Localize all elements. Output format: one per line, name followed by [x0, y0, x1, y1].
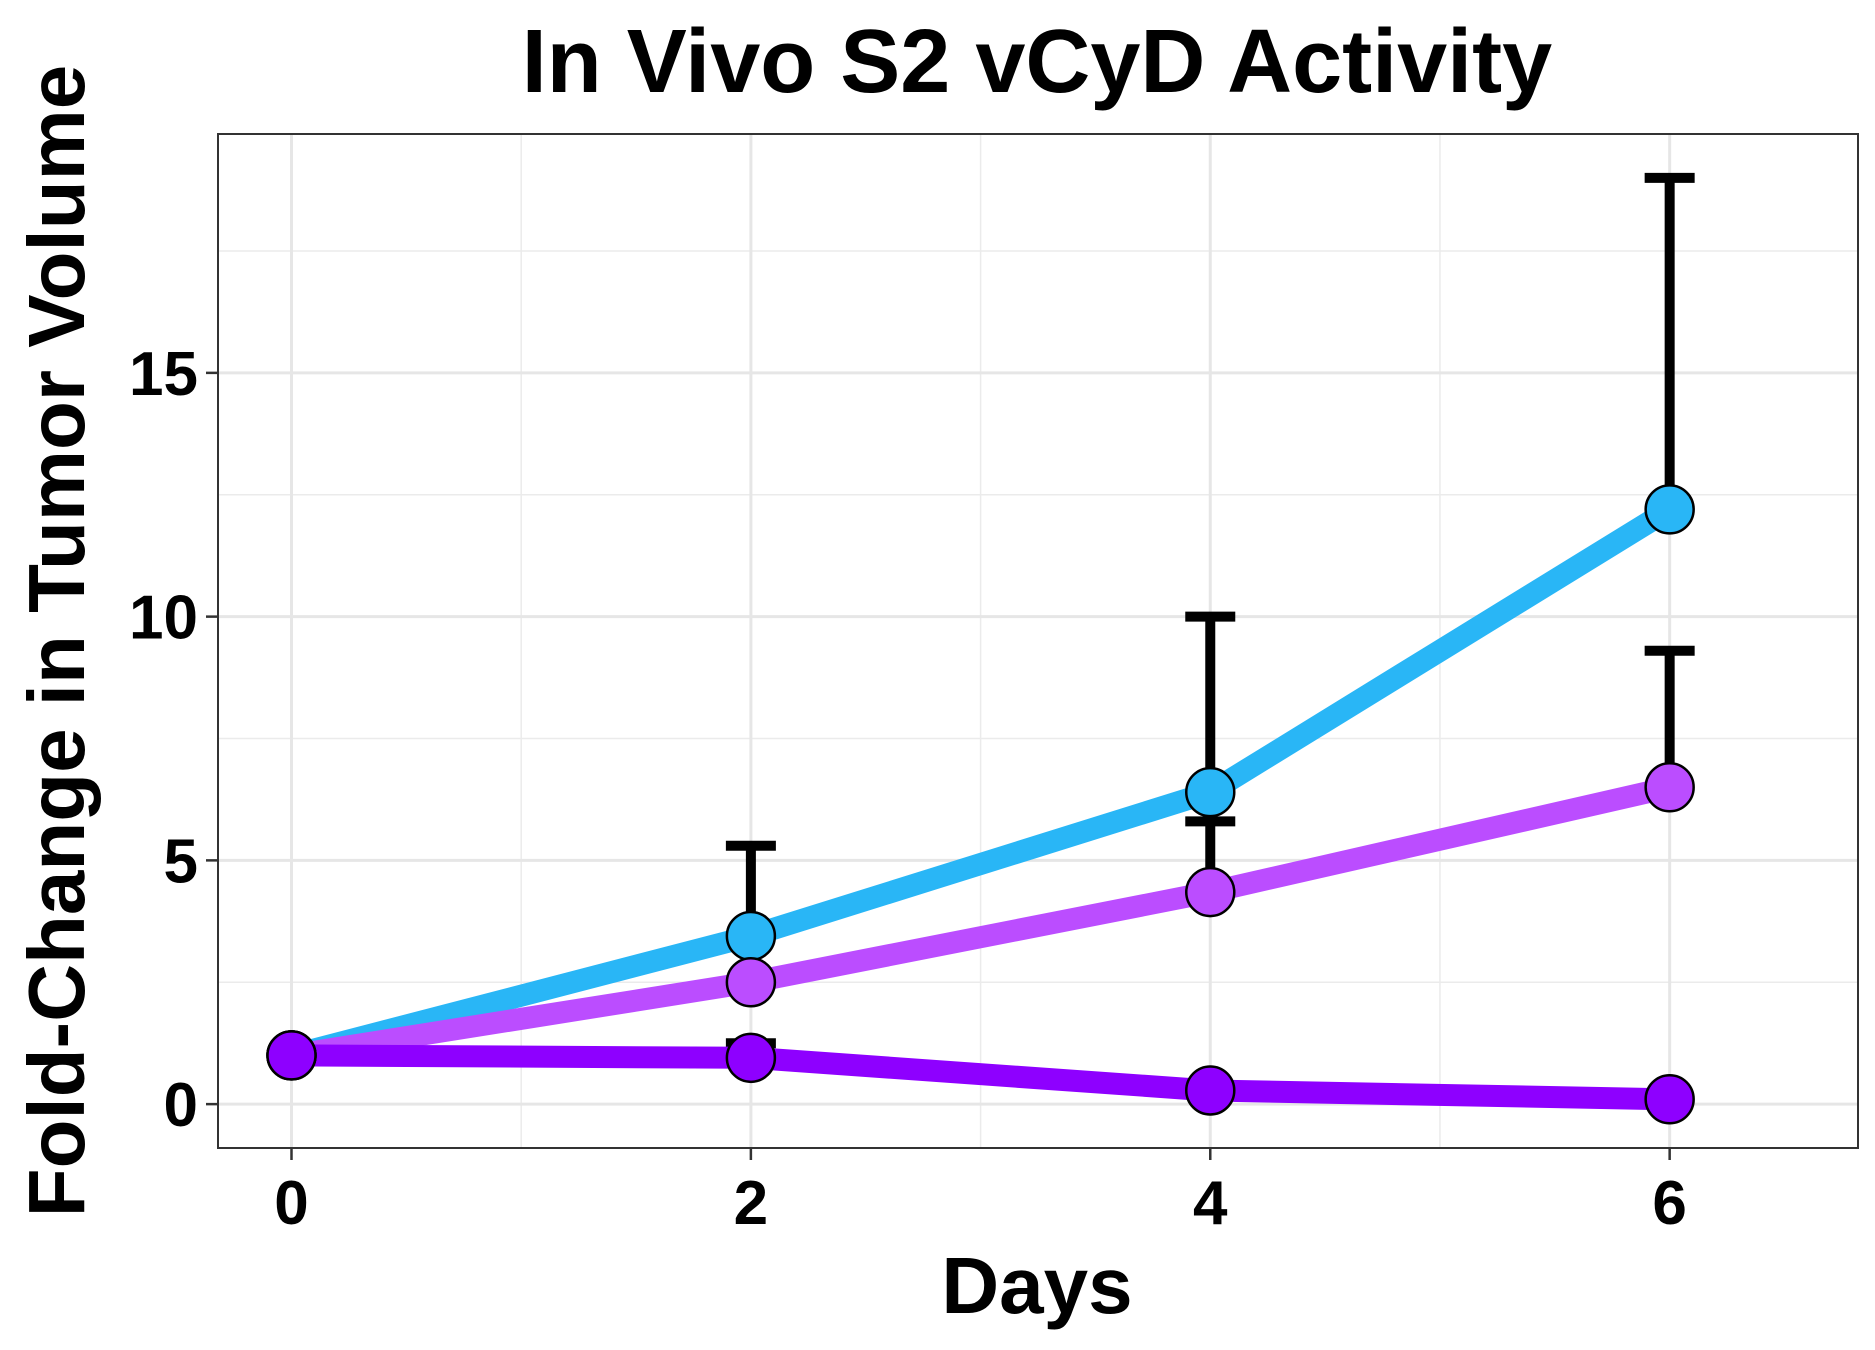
x-axis-title: Days [941, 1241, 1132, 1330]
y-tick-label: 15 [129, 340, 198, 409]
x-tick-label: 4 [1193, 1169, 1228, 1238]
y-axis-title: Fold-Change in Tumor Volume [12, 65, 101, 1218]
series-line-3 [291, 1044, 1670, 1111]
y-tick-label: 5 [164, 827, 198, 896]
data-point-2 [1644, 762, 1695, 813]
data-point-3 [725, 1032, 777, 1084]
chart-title: In Vivo S2 vCyD Activity [522, 12, 1552, 112]
data-point-1 [1644, 484, 1695, 535]
data-point-1 [725, 910, 777, 962]
series-line-2 [289, 776, 1673, 1067]
grid-lines [218, 134, 1858, 1148]
y-tick-label: 0 [164, 1071, 198, 1140]
y-tick-label: 10 [129, 584, 198, 653]
series-line-1 [288, 500, 1676, 1067]
series-lines [288, 500, 1676, 1111]
series-points [266, 484, 1695, 1125]
data-point-1 [1185, 766, 1236, 818]
data-point-3 [1185, 1065, 1236, 1116]
x-tick-label: 0 [274, 1169, 308, 1238]
data-point-2 [1185, 866, 1236, 918]
x-tick-label: 6 [1652, 1169, 1686, 1238]
axis-tick-labels: 0 2 4 6 0 5 10 15 [129, 340, 1687, 1238]
axis-ticks [206, 371, 1671, 1160]
plot-border [217, 133, 1859, 1149]
data-point-2 [725, 957, 777, 1008]
x-tick-label: 2 [734, 1169, 768, 1238]
data-point-3 [1644, 1074, 1695, 1125]
data-point-3 [266, 1030, 317, 1081]
